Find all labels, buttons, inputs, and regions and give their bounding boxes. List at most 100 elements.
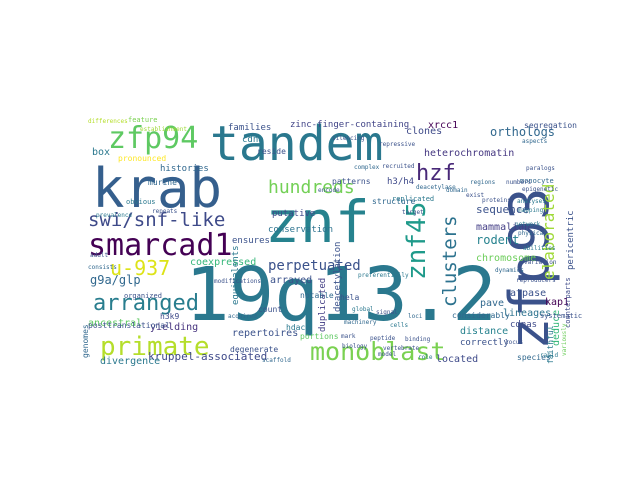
cloud-word: model xyxy=(378,351,396,358)
cloud-word: orthologs xyxy=(490,125,555,139)
cloud-word: abilities xyxy=(523,245,556,252)
cloud-word: swi/snf-like xyxy=(88,209,225,231)
cloud-word: repressive xyxy=(379,141,416,148)
cloud-word: consists xyxy=(88,264,117,271)
cloud-word: proteins xyxy=(482,197,511,204)
cloud-word: notable xyxy=(300,291,334,300)
cloud-word: smarcad1 xyxy=(88,228,233,263)
cloud-word: binding xyxy=(405,336,431,343)
cloud-word: numbers xyxy=(506,179,532,186)
cloud-word: biology xyxy=(342,343,368,350)
cloud-word: regions xyxy=(470,179,496,186)
cloud-word: vertebrate xyxy=(383,345,420,352)
cloud-word: prevalence xyxy=(96,212,133,219)
cloud-word: reside xyxy=(257,147,286,156)
cloud-word: distance xyxy=(460,326,508,337)
cloud-word: 19q13.2 xyxy=(185,252,497,338)
cloud-word: atpase xyxy=(510,288,546,299)
cloud-word: physical xyxy=(518,230,547,237)
cloud-word: role xyxy=(418,354,433,361)
cloud-word: histories xyxy=(160,164,209,174)
cloud-word: structure xyxy=(372,197,416,206)
cloud-word: box xyxy=(92,147,110,158)
cloud-word: rodent xyxy=(476,233,519,247)
cloud-word: putative xyxy=(272,209,315,219)
cloud-word: monoblast xyxy=(310,337,445,366)
cloud-word: coexpressed xyxy=(190,257,256,268)
cloud-word: deacetylase xyxy=(416,184,456,191)
cloud-word: u-937 xyxy=(110,256,170,280)
cloud-word: h3/h4 xyxy=(387,177,414,187)
cloud-word: znf xyxy=(265,188,370,256)
cloud-word: acquired xyxy=(228,313,257,320)
cloud-word: domain xyxy=(446,187,468,194)
cloud-word: monocyte xyxy=(520,177,554,185)
cloud-word: sequence xyxy=(476,203,529,216)
cloud-word: kruppel-associated xyxy=(148,350,267,363)
cloud-word: mark xyxy=(341,333,356,340)
cloud-word: hela xyxy=(340,293,359,302)
cloud-word: machinery xyxy=(344,319,377,326)
cloud-word: epigenetic xyxy=(522,186,559,193)
cloud-word: genomes xyxy=(81,324,90,358)
cloud-word: considerably xyxy=(452,311,510,320)
cloud-word: xrcc1 xyxy=(428,120,458,131)
cloud-word: lineages xyxy=(503,308,551,319)
cloud-word: aspects xyxy=(522,138,548,145)
cloud-word: recruited xyxy=(382,163,415,170)
cloud-word: repertoires xyxy=(232,328,298,339)
cloud-word: zfp93 xyxy=(498,187,561,350)
cloud-word: global xyxy=(352,306,374,313)
cloud-word: hundreds xyxy=(268,177,355,198)
cloud-word: murine xyxy=(148,178,177,187)
cloud-word: complex xyxy=(354,164,380,171)
cloud-word: network xyxy=(515,221,541,228)
cloud-word: segregation xyxy=(524,121,577,130)
cloud-word: posttranslational xyxy=(88,321,170,330)
cloud-word: zfp94 xyxy=(108,121,198,156)
cloud-word: h3k9 xyxy=(160,312,179,321)
cloud-word: zinc-finger-containing xyxy=(290,120,409,130)
cloud-word: clones xyxy=(406,126,442,137)
cloud-word: faithful xyxy=(546,325,555,364)
cloud-word: peptide xyxy=(370,335,396,342)
cloud-word: deacetylation xyxy=(333,242,343,312)
cloud-word: differences xyxy=(88,118,128,125)
cloud-word: rapid xyxy=(540,352,558,359)
cloud-word: tandem xyxy=(210,116,383,172)
cloud-word: pronounced xyxy=(118,154,166,163)
cloud-word: znf45 xyxy=(402,202,432,280)
cloud-word: analyses xyxy=(517,198,546,205)
cloud-word: heterochromatin xyxy=(424,148,514,159)
cloud-word: organized xyxy=(124,292,162,300)
cloud-word: adult xyxy=(90,252,108,259)
cloud-word: kap1 xyxy=(545,297,569,308)
cloud-word: mapping xyxy=(518,207,544,214)
cloud-word: primate xyxy=(100,332,210,362)
cloud-word: pave xyxy=(480,298,504,309)
cloud-word: g9a/glp xyxy=(90,273,141,287)
cloud-word: pericentric xyxy=(566,210,576,270)
cloud-word: variously xyxy=(561,323,568,356)
cloud-word: divergence xyxy=(100,356,160,367)
cloud-word: cdnas xyxy=(510,320,537,330)
cloud-word: equivalents xyxy=(231,245,241,305)
cloud-word: loci xyxy=(408,313,423,320)
cloud-word: feature xyxy=(128,116,158,124)
cloud-word: signal xyxy=(376,309,398,316)
cloud-word: species xyxy=(517,353,551,362)
cloud-word: encode xyxy=(318,187,340,194)
cloud-word: ancestral xyxy=(88,318,142,329)
cloud-word: chromosome xyxy=(476,253,536,264)
cloud-word: repeats xyxy=(152,208,178,215)
cloud-word: paralogs xyxy=(526,165,555,172)
cloud-word: conservation xyxy=(268,225,333,235)
cloud-word: patterns xyxy=(332,177,371,186)
cloud-word: exist xyxy=(466,192,484,199)
cloud-word: establishment xyxy=(140,126,187,133)
cloud-word: hzf xyxy=(416,161,456,186)
cloud-word: locus xyxy=(505,339,523,346)
cloud-word: silencing xyxy=(332,135,365,142)
cloud-word: cdna xyxy=(242,135,264,145)
